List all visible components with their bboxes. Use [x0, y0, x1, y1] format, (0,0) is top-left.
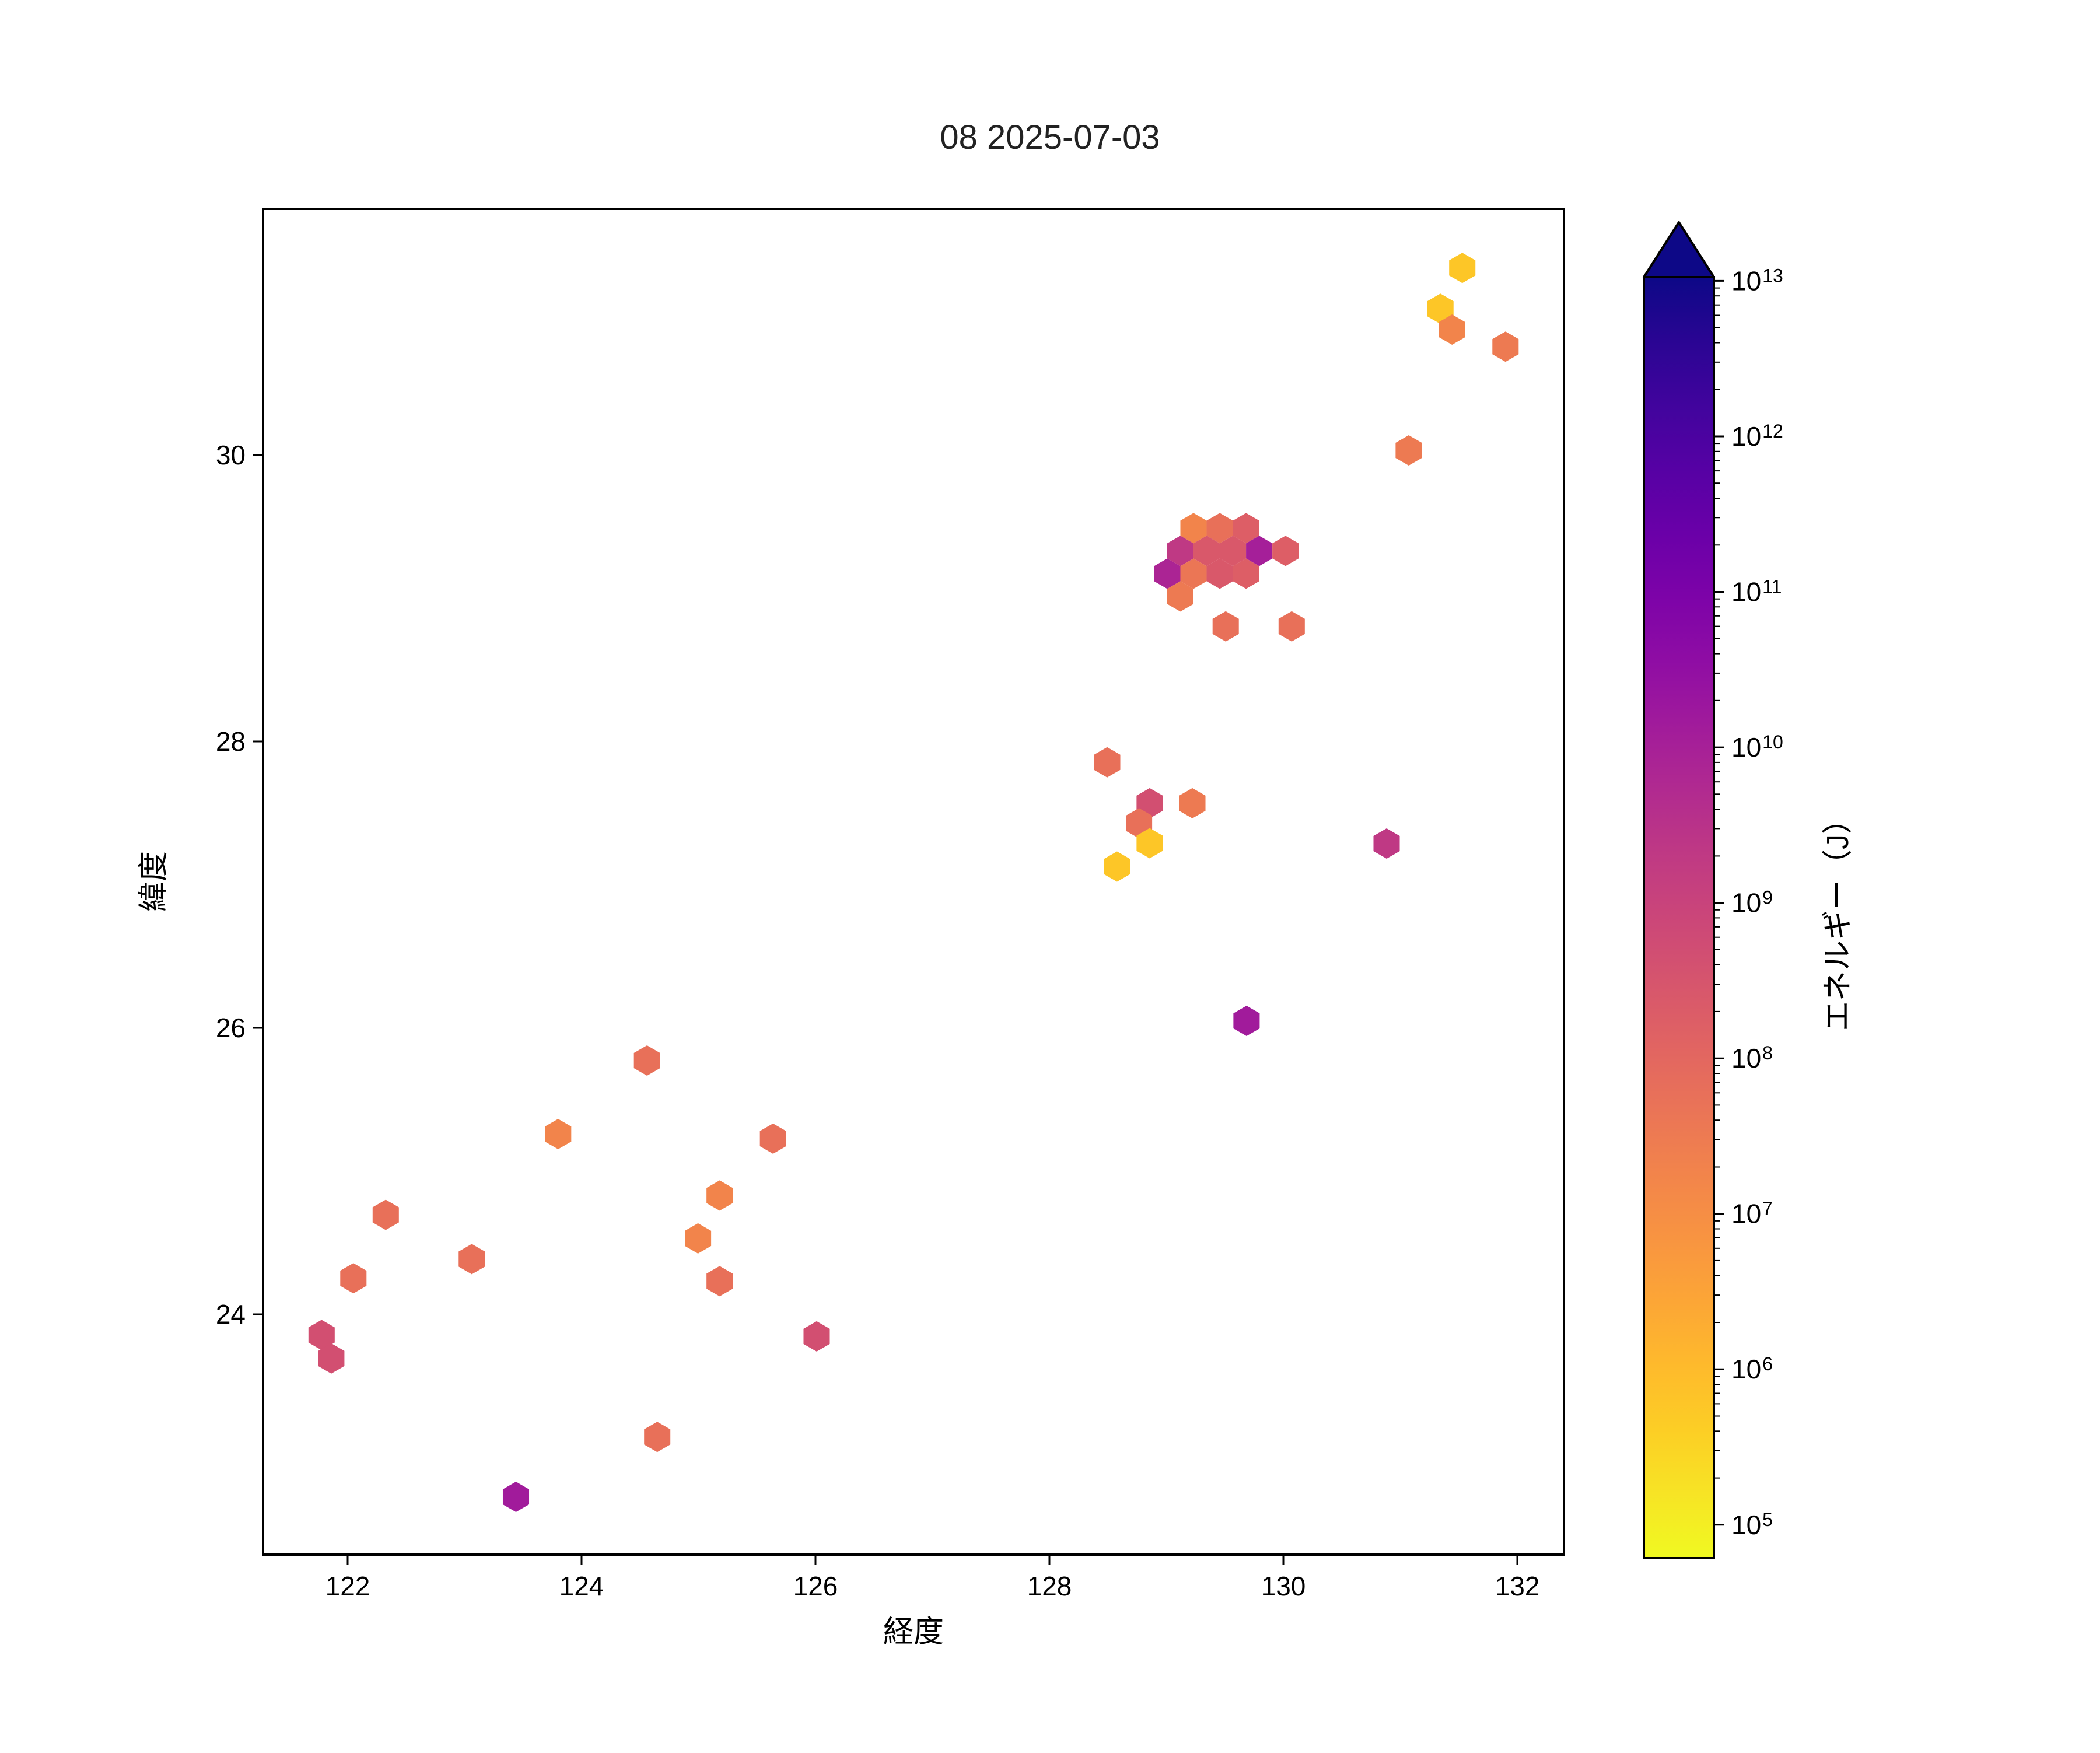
svg-text:08 2025-07-03: 08 2025-07-03	[940, 118, 1160, 156]
svg-text:126: 126	[793, 1571, 838, 1601]
svg-text:24: 24	[216, 1299, 246, 1329]
svg-text:経度: 経度	[883, 1615, 944, 1649]
svg-text:30: 30	[216, 440, 246, 470]
svg-text:エネルギー（J）: エネルギー（J）	[1821, 804, 1855, 1031]
svg-text:26: 26	[216, 1013, 246, 1043]
svg-text:128: 128	[1027, 1571, 1072, 1601]
svg-text:緯度: 緯度	[137, 851, 171, 912]
svg-text:122: 122	[326, 1571, 370, 1601]
svg-text:132: 132	[1495, 1571, 1540, 1601]
svg-text:130: 130	[1261, 1571, 1306, 1601]
svg-text:28: 28	[216, 726, 246, 757]
svg-text:124: 124	[559, 1571, 604, 1601]
